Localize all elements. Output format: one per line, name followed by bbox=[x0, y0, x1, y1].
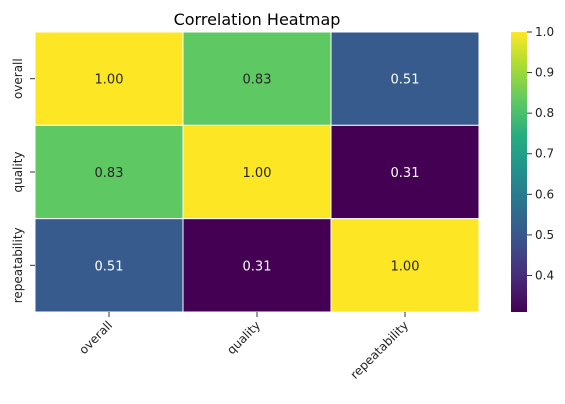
cell-annotation-1-1: 1.00 bbox=[243, 166, 272, 181]
x-tick-label-1: quality bbox=[224, 318, 263, 357]
y-tick-label-1: quality bbox=[11, 151, 25, 192]
heatmap-cell-1-2 bbox=[330, 124, 480, 220]
x-tick-label-0: overall bbox=[76, 318, 115, 357]
colorbar-tick-label-0: 0.4 bbox=[535, 268, 554, 282]
colorbar-tick-label-6: 1.0 bbox=[535, 25, 554, 39]
colorbar-tick-label-1: 0.5 bbox=[535, 228, 554, 242]
cell-annotation-1-0: 0.83 bbox=[95, 166, 124, 181]
colorbar-tick-label-2: 0.6 bbox=[535, 187, 554, 201]
cell-annotation-2-1: 0.31 bbox=[243, 259, 272, 274]
heatmap-cell-0-0 bbox=[34, 31, 184, 126]
y-axis-ticks: overall quality repeatability bbox=[11, 58, 35, 303]
heatmap-cell-2-1 bbox=[182, 218, 332, 313]
colorbar-ticks: 0.4 0.5 0.6 0.7 0.8 0.9 1.0 bbox=[527, 25, 554, 282]
colorbar-tick-label-3: 0.7 bbox=[535, 147, 554, 161]
cell-annotation-0-1: 0.83 bbox=[243, 73, 272, 88]
chart-title: Correlation Heatmap bbox=[174, 10, 341, 29]
heatmap-cell-1-1 bbox=[182, 124, 332, 220]
heatmap-cells bbox=[34, 31, 480, 313]
heatmap-annotations: 1.00 0.83 0.51 0.83 1.00 0.31 0.51 0.31 1.00 bbox=[95, 73, 420, 275]
colorbar bbox=[511, 32, 527, 312]
x-tick-label-2: repeatability bbox=[348, 318, 412, 382]
cell-annotation-2-2: 1.00 bbox=[391, 259, 420, 274]
cell-annotation-0-0: 1.00 bbox=[95, 73, 124, 88]
cell-annotation-1-2: 0.31 bbox=[391, 166, 420, 181]
heatmap-cell-1-0 bbox=[34, 124, 184, 220]
x-axis-ticks: overall quality repeatability bbox=[76, 312, 411, 382]
cell-annotation-0-2: 0.51 bbox=[391, 73, 420, 88]
y-tick-label-0: overall bbox=[11, 58, 25, 99]
colorbar-tick-label-4: 0.8 bbox=[535, 106, 554, 120]
cell-annotation-2-0: 0.51 bbox=[95, 259, 124, 274]
colorbar-tick-label-5: 0.9 bbox=[535, 66, 554, 80]
heatmap-cell-0-1 bbox=[182, 31, 332, 126]
heatmap-cell-0-2 bbox=[330, 31, 480, 126]
y-tick-label-2: repeatability bbox=[11, 227, 25, 303]
